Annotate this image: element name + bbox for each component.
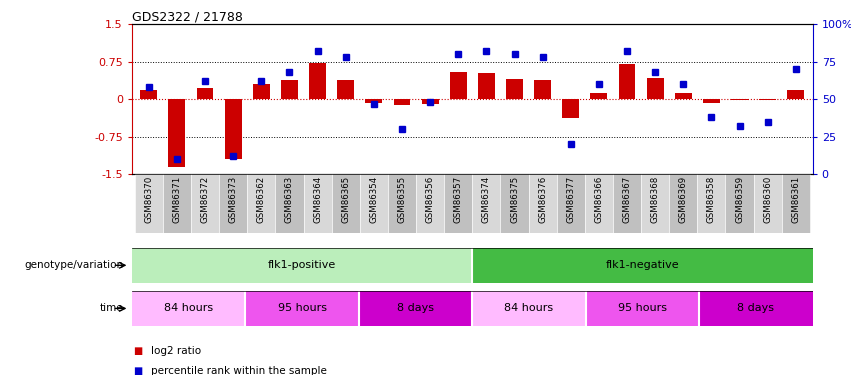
Bar: [703, 99, 720, 104]
Bar: [697, 174, 726, 232]
Bar: [245, 291, 359, 326]
Bar: [304, 174, 332, 232]
Text: GSM86363: GSM86363: [285, 176, 294, 224]
Text: GSM86367: GSM86367: [623, 176, 631, 224]
Text: GSM86372: GSM86372: [201, 176, 209, 224]
Text: GSM86368: GSM86368: [651, 176, 660, 224]
Text: GSM86357: GSM86357: [454, 176, 463, 224]
Text: GSM86370: GSM86370: [145, 176, 153, 224]
Bar: [309, 63, 326, 99]
Text: 95 hours: 95 hours: [618, 303, 667, 313]
Bar: [281, 80, 298, 99]
Bar: [450, 72, 466, 99]
Text: GSM86362: GSM86362: [257, 176, 266, 224]
Text: 8 days: 8 days: [738, 303, 774, 313]
Text: GDS2322 / 21788: GDS2322 / 21788: [132, 10, 243, 23]
Bar: [134, 174, 163, 232]
Text: 84 hours: 84 hours: [505, 303, 554, 313]
Text: 8 days: 8 days: [397, 303, 434, 313]
Bar: [557, 174, 585, 232]
Bar: [731, 99, 748, 100]
Bar: [444, 174, 472, 232]
Bar: [132, 248, 472, 283]
Bar: [163, 174, 191, 232]
Bar: [191, 174, 219, 232]
Text: GSM86364: GSM86364: [313, 176, 322, 224]
Bar: [754, 174, 782, 232]
Bar: [613, 174, 641, 232]
Bar: [534, 80, 551, 99]
Bar: [726, 174, 754, 232]
Text: GSM86371: GSM86371: [173, 176, 181, 224]
Text: GSM86365: GSM86365: [341, 176, 351, 224]
Text: GSM86366: GSM86366: [594, 176, 603, 224]
Bar: [506, 80, 523, 99]
Text: flk1-positive: flk1-positive: [268, 260, 336, 270]
Text: GSM86355: GSM86355: [397, 176, 407, 224]
Bar: [782, 174, 810, 232]
Bar: [700, 291, 813, 326]
Bar: [563, 99, 580, 118]
Text: GSM86377: GSM86377: [566, 176, 575, 224]
Bar: [225, 99, 242, 159]
Bar: [585, 291, 700, 326]
Bar: [472, 291, 585, 326]
Bar: [591, 93, 608, 99]
Bar: [472, 174, 500, 232]
Text: GSM86359: GSM86359: [735, 176, 744, 223]
Text: percentile rank within the sample: percentile rank within the sample: [151, 366, 327, 375]
Bar: [219, 174, 248, 232]
Bar: [528, 174, 557, 232]
Bar: [393, 99, 410, 105]
Bar: [365, 99, 382, 104]
Text: GSM86356: GSM86356: [426, 176, 435, 224]
Bar: [619, 64, 636, 99]
Text: GSM86360: GSM86360: [763, 176, 772, 224]
Bar: [359, 291, 472, 326]
Bar: [641, 174, 669, 232]
Bar: [168, 99, 186, 167]
Bar: [472, 248, 813, 283]
Text: flk1-negative: flk1-negative: [606, 260, 679, 270]
Bar: [759, 99, 776, 100]
Text: GSM86374: GSM86374: [482, 176, 491, 224]
Bar: [253, 84, 270, 99]
Bar: [140, 90, 157, 99]
Text: genotype/variation: genotype/variation: [25, 260, 123, 270]
Text: 95 hours: 95 hours: [277, 303, 327, 313]
Text: GSM86369: GSM86369: [679, 176, 688, 223]
Bar: [337, 80, 354, 99]
Text: 84 hours: 84 hours: [164, 303, 214, 313]
Text: ■: ■: [134, 346, 143, 355]
Text: GSM86354: GSM86354: [369, 176, 379, 224]
Text: ■: ■: [134, 366, 143, 375]
Text: GSM86358: GSM86358: [707, 176, 716, 224]
Text: log2 ratio: log2 ratio: [151, 346, 201, 355]
Bar: [500, 174, 528, 232]
Bar: [332, 174, 360, 232]
Text: GSM86361: GSM86361: [791, 176, 800, 224]
Bar: [248, 174, 276, 232]
Bar: [585, 174, 613, 232]
Bar: [478, 74, 494, 99]
Bar: [416, 174, 444, 232]
Bar: [669, 174, 697, 232]
Bar: [421, 99, 438, 104]
Text: GSM86373: GSM86373: [229, 176, 237, 224]
Bar: [132, 291, 245, 326]
Bar: [360, 174, 388, 232]
Text: GSM86375: GSM86375: [510, 176, 519, 224]
Bar: [787, 90, 804, 99]
Text: GSM86376: GSM86376: [538, 176, 547, 224]
Bar: [197, 88, 214, 99]
Bar: [675, 93, 692, 99]
Text: time: time: [100, 303, 123, 313]
Bar: [647, 78, 664, 99]
Bar: [388, 174, 416, 232]
Bar: [276, 174, 304, 232]
